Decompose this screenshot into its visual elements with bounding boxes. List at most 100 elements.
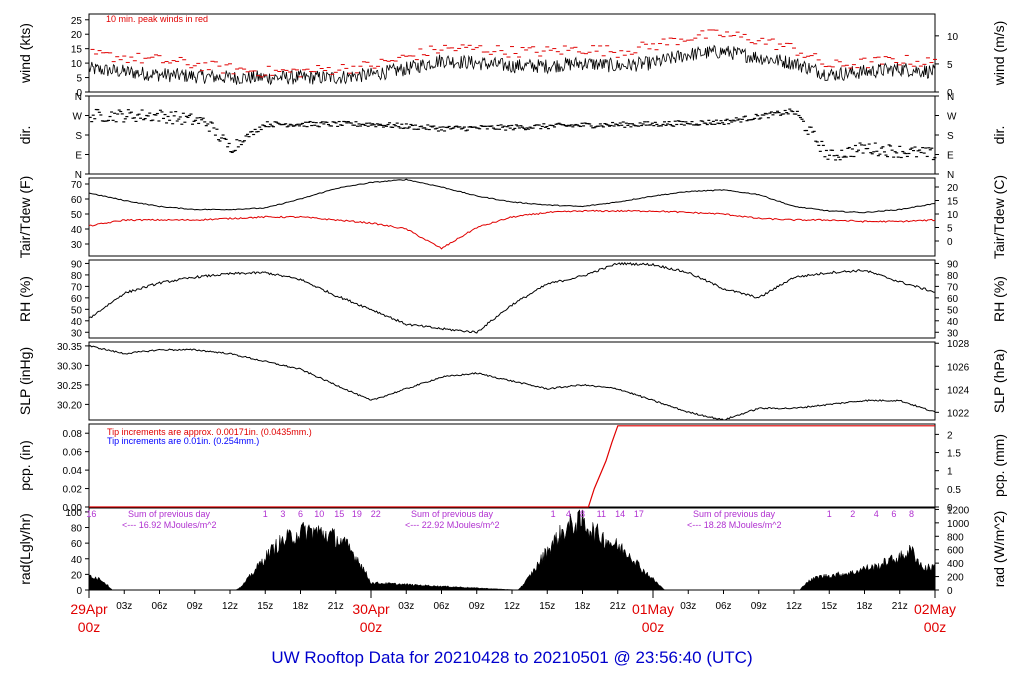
rad-hour-mark: 17 [634,509,644,519]
ytick-label-left-rh: 70 [71,282,83,293]
ytick-label-left-temp: 30 [71,240,83,251]
day-label-date: 01May [632,601,674,617]
rad-hour-mark: 11 [597,509,606,519]
x-tick-label: 21z [610,601,626,612]
ylabel-left-wind: wind (kts) [17,23,33,84]
ytick-label-right-rh: 60 [947,294,959,305]
ytick-label-left-rad: 80 [71,524,83,535]
ytick-label-left-wind: 25 [71,16,83,27]
ylabel-left-rad: rad(Lgly/hr) [17,513,33,585]
rad-hour-mark: 6 [891,509,896,519]
ytick-label-left-temp: 40 [71,225,83,236]
ytick-label-right-rad: 1000 [947,519,970,530]
ytick-label-right-temp: 0 [947,237,953,248]
rad-daysum-value: <--- 22.92 MJoules/m^2 [405,520,500,530]
x-tick-label: 21z [328,601,344,612]
ytick-label-left-slp: 30.20 [57,400,82,411]
ylabel-right-temp: Tair/Tdew (C) [991,175,1007,259]
series-tair-line [88,178,935,214]
x-tick-label: 15z [539,601,555,612]
ytick-label-right-dir: S [947,131,954,142]
ytick-label-right-dir: N [947,92,954,103]
x-tick-label: 21z [892,601,908,612]
rad-hour-mark: 14 [615,509,625,519]
x-tick-label: 18z [292,601,308,612]
ylabel-right-wind: wind (m/s) [991,21,1007,87]
ytick-label-left-rad: 0 [76,586,82,597]
ylabel-left-pcp: pcp. (in) [17,440,33,491]
ytick-label-right-wind: 10 [947,32,959,43]
ytick-label-right-rh: 30 [947,328,959,339]
ytick-label-left-rad: 40 [71,555,83,566]
ytick-label-right-rh: 80 [947,271,959,282]
ytick-label-right-rad: 1200 [947,505,970,516]
rad-hour-mark: 1 [551,509,556,519]
day-label-date: 02May [914,601,956,617]
day-label-hour: 00z [360,619,383,635]
ytick-label-left-dir: S [75,131,82,142]
ylabel-right-rad: rad (W/m^2) [991,511,1007,588]
x-tick-label: 09z [751,601,767,612]
ytick-label-left-wind: 20 [71,30,83,41]
x-tick-label: 06z [433,601,449,612]
ytick-label-left-pcp: 0.08 [63,429,83,440]
ytick-label-right-dir: N [947,170,954,181]
day-label-hour: 00z [78,619,101,635]
series-pcp-line [89,425,935,508]
ytick-label-left-dir: W [73,112,83,123]
x-tick-label: 06z [715,601,731,612]
ytick-label-right-rad: 800 [947,532,964,543]
ytick-label-left-wind: 0 [76,88,82,99]
x-tick-label: 03z [116,601,132,612]
ylabel-right-dir: dir. [991,126,1007,145]
rad-hour-mark: 4 [874,509,879,519]
ytick-label-right-pcp: 2 [947,430,953,441]
ytick-label-right-slp: 1026 [947,362,970,373]
ylabel-left-temp: Tair/Tdew (F) [17,176,33,258]
day-label-hour: 00z [642,619,665,635]
rad-daysum-value: <--- 16.92 MJoules/m^2 [122,520,217,530]
ytick-label-left-dir: N [75,170,82,181]
ytick-label-left-pcp: 0.04 [63,466,83,477]
rad-hour-mark: 3 [280,509,285,519]
series-slp-line [88,345,936,421]
x-tick-label: 12z [786,601,802,612]
ytick-label-right-rad: 600 [947,546,964,557]
rad-hour-mark: 16 [86,509,96,519]
ylabel-left-dir: dir. [17,126,33,145]
ytick-label-left-pcp: 0.06 [63,448,83,459]
rad-hour-mark: 2 [850,509,855,519]
ylabel-right-slp: SLP (hPa) [991,349,1007,413]
ytick-label-left-rh: 80 [71,271,83,282]
x-tick-label: 12z [504,601,520,612]
ytick-label-left-rad: 60 [71,539,83,550]
ytick-label-left-temp: 70 [71,180,83,191]
ytick-label-right-dir: E [947,151,954,162]
x-tick-label: 06z [151,601,167,612]
ytick-label-right-dir: W [947,112,957,123]
ytick-label-right-temp: 20 [947,183,959,194]
ytick-label-left-temp: 60 [71,195,83,206]
ytick-label-left-rh: 30 [71,328,83,339]
series-tdew-line [88,209,936,250]
ytick-label-left-rh: 60 [71,294,83,305]
pcp-note-red: Tip increments are approx. 0.00171in. (0… [107,427,312,437]
rad-hour-mark: 6 [298,509,303,519]
x-tick-label: 09z [469,601,485,612]
x-tick-label: 15z [257,601,273,612]
ylabel-left-rh: RH (%) [17,276,33,322]
ytick-label-left-temp: 50 [71,210,83,221]
rad-hour-mark: 15 [334,509,344,519]
ytick-label-left-wind: 5 [76,74,82,85]
ytick-label-right-rh: 50 [947,305,959,316]
ytick-label-right-temp: 15 [947,197,959,208]
x-tick-label: 03z [398,601,414,612]
ytick-label-right-slp: 1022 [947,408,970,419]
rad-hour-mark: 10 [314,509,324,519]
ytick-label-left-pcp: 0.02 [63,485,83,496]
ytick-label-right-wind: 0 [947,88,953,99]
ytick-label-right-rad: 200 [947,573,964,584]
rad-hour-mark: 19 [352,509,362,519]
ytick-label-right-pcp: 1.5 [947,449,961,460]
